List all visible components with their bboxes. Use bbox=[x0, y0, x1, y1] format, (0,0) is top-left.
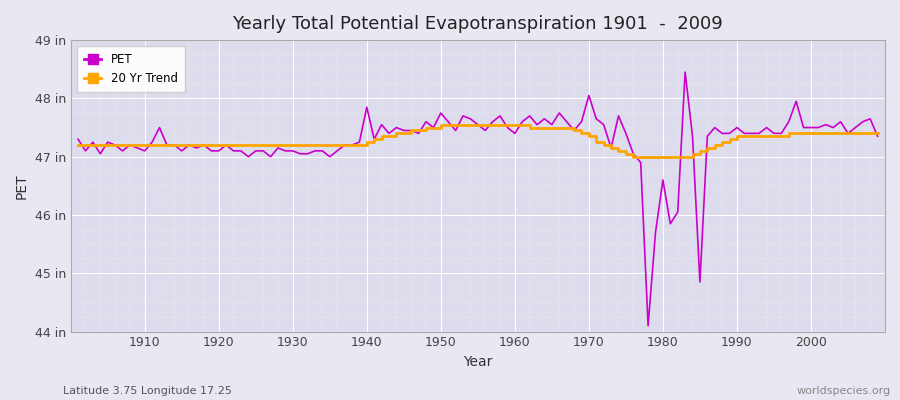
PET bbox=[73, 137, 84, 142]
PET bbox=[680, 70, 690, 74]
Text: Latitude 3.75 Longitude 17.25: Latitude 3.75 Longitude 17.25 bbox=[63, 386, 232, 396]
Y-axis label: PET: PET bbox=[15, 173, 29, 199]
PET bbox=[132, 146, 143, 150]
20 Yr Trend bbox=[132, 143, 143, 148]
20 Yr Trend bbox=[339, 143, 350, 148]
PET bbox=[295, 151, 306, 156]
Line: PET: PET bbox=[78, 72, 878, 326]
PET bbox=[872, 134, 883, 139]
20 Yr Trend bbox=[509, 122, 520, 127]
20 Yr Trend bbox=[628, 154, 639, 159]
20 Yr Trend bbox=[872, 131, 883, 136]
20 Yr Trend bbox=[436, 122, 446, 127]
20 Yr Trend bbox=[606, 146, 616, 150]
20 Yr Trend bbox=[517, 122, 527, 127]
PET bbox=[509, 131, 520, 136]
Legend: PET, 20 Yr Trend: PET, 20 Yr Trend bbox=[76, 46, 184, 92]
20 Yr Trend bbox=[73, 143, 84, 148]
Text: worldspecies.org: worldspecies.org bbox=[796, 386, 891, 396]
Title: Yearly Total Potential Evapotranspiration 1901  -  2009: Yearly Total Potential Evapotranspiratio… bbox=[232, 15, 724, 33]
20 Yr Trend bbox=[295, 143, 306, 148]
PET bbox=[502, 125, 513, 130]
PET bbox=[643, 323, 653, 328]
PET bbox=[339, 143, 350, 148]
Line: 20 Yr Trend: 20 Yr Trend bbox=[78, 125, 878, 157]
X-axis label: Year: Year bbox=[464, 355, 492, 369]
PET bbox=[598, 122, 609, 127]
